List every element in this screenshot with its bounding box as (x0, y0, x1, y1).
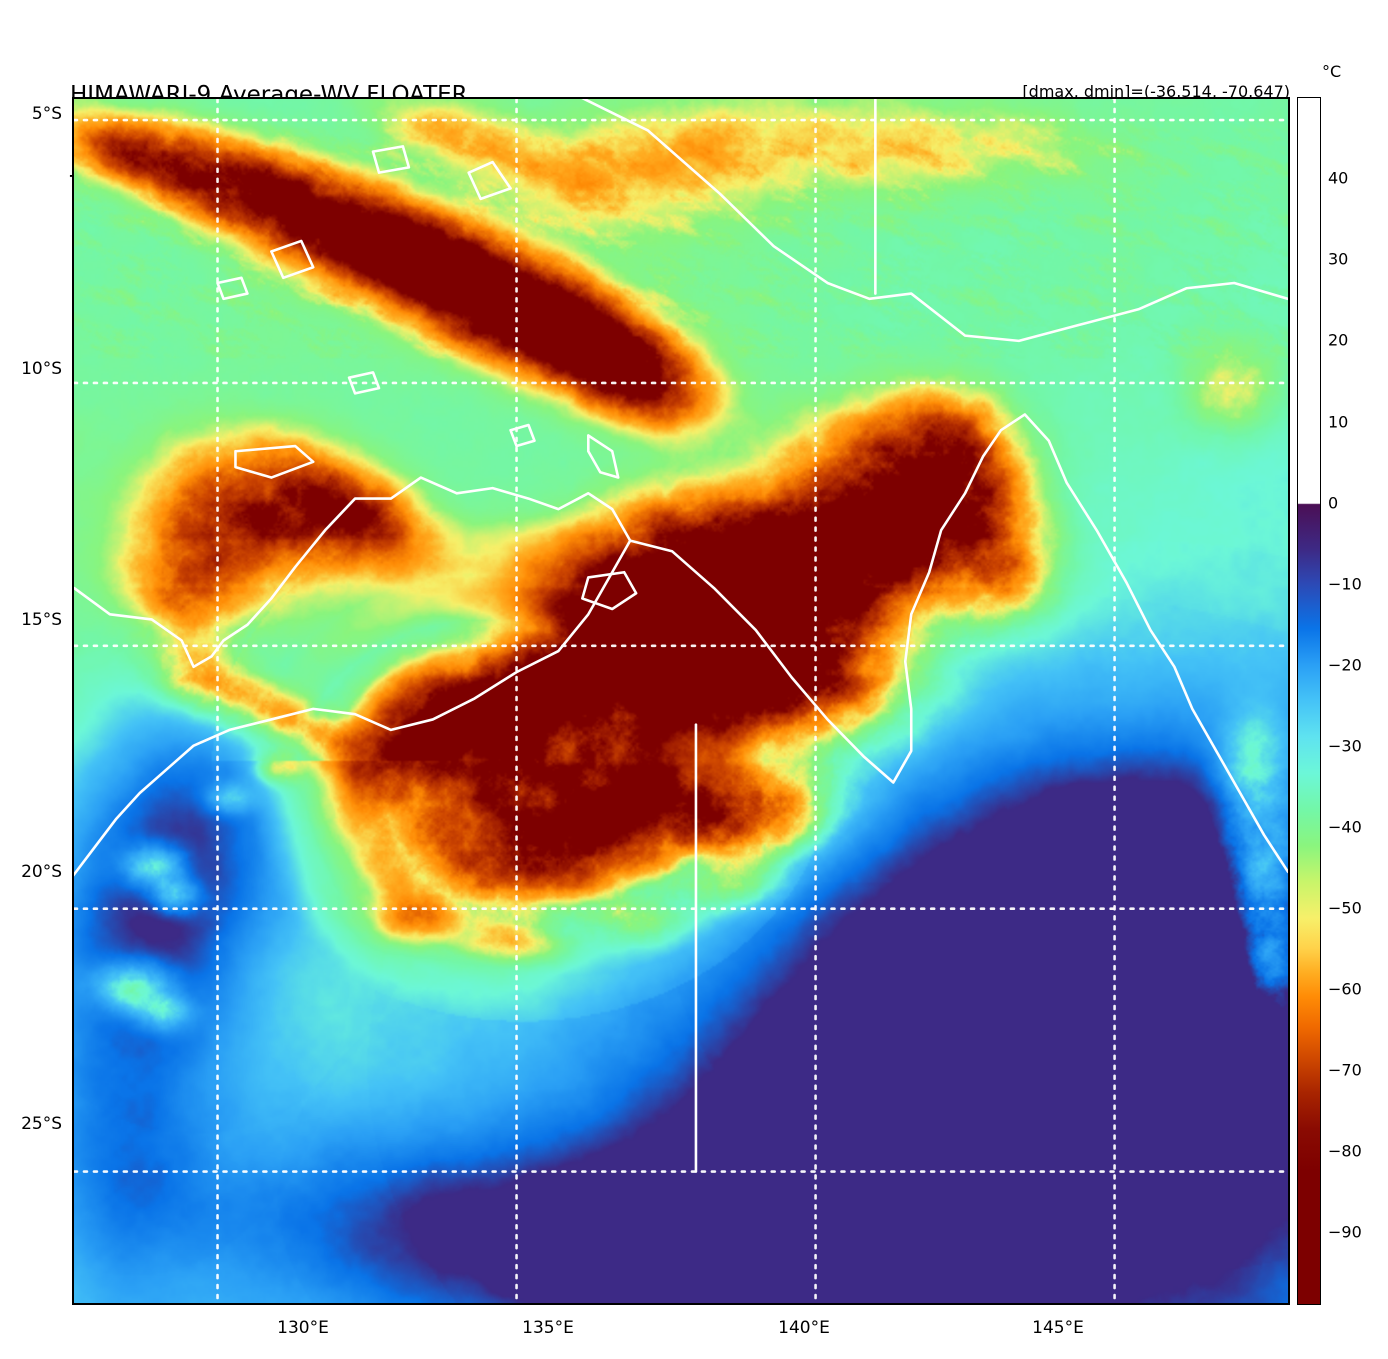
cbar-tick-0: 0 (1328, 493, 1339, 513)
cbar-tick-10: 10 (1328, 412, 1349, 432)
cbar-tick-m10: −10 (1328, 574, 1362, 594)
cbar-tick-40: 40 (1328, 168, 1349, 188)
cbar-tick-m20: −20 (1328, 655, 1362, 675)
dmax-dmin-label: [dmax, dmin]=(-36.514, -70.647) (1022, 82, 1290, 101)
y-tick-5S: 5°S (31, 104, 62, 124)
temperature-colorbar[interactable] (1297, 97, 1321, 1305)
y-tick-20S: 20°S (21, 862, 62, 882)
cbar-tick-m30: −30 (1328, 736, 1362, 756)
cbar-tick-m80: −80 (1328, 1141, 1362, 1161)
cbar-tick-m60: −60 (1328, 979, 1362, 999)
cbar-tick-m70: −70 (1328, 1060, 1362, 1080)
cbar-tick-m90: −90 (1328, 1222, 1362, 1242)
x-tick-145E: 145°E (1032, 1318, 1084, 1338)
y-tick-15S: 15°S (21, 610, 62, 630)
x-tick-130E: 130°E (277, 1318, 329, 1338)
cbar-tick-m40: −40 (1328, 817, 1362, 837)
cbar-tick-m50: −50 (1328, 898, 1362, 918)
x-tick-135E: 135°E (522, 1318, 574, 1338)
x-tick-140E: 140°E (778, 1318, 830, 1338)
colorbar-unit-label: °C (1322, 62, 1342, 81)
y-tick-10S: 10°S (21, 359, 62, 379)
page-title: HIMAWARI-9 Average-WV FLOATER (70, 82, 468, 108)
satellite-image-plot[interactable]: Copyright © 2020-2026 Dapiya (72, 97, 1290, 1305)
water-vapor-imagery (74, 99, 1288, 1303)
cbar-tick-30: 30 (1328, 249, 1349, 269)
cbar-tick-20: 20 (1328, 330, 1349, 350)
y-tick-25S: 25°S (21, 1114, 62, 1134)
